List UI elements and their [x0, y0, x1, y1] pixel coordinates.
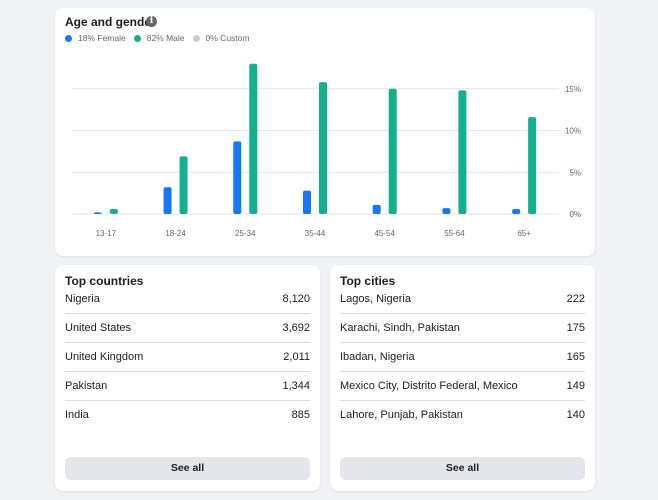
see-all-cities-button[interactable]: See all [340, 457, 585, 480]
female-bar [303, 190, 311, 214]
country-name: India [65, 409, 89, 421]
female-bar [372, 204, 381, 214]
top-cities-title: Top cities [340, 274, 396, 288]
x-tick-label: 18-24 [165, 229, 186, 238]
y-tick-label: 15% [565, 85, 581, 94]
city-name: Lagos, Nigeria [340, 293, 411, 305]
list-item: Mexico City, Distrito Federal, Mexico 14… [340, 372, 585, 401]
list-item: Nigeria 8,120 [65, 285, 310, 314]
country-count: 885 [291, 409, 310, 421]
city-count: 222 [566, 293, 585, 305]
age-gender-card: 15% 10% 5% 0% 13-17 18-24 25-34 35-44 45-54 55-64… [55, 8, 595, 256]
list-item: Ibadan, Nigeria 165 [340, 343, 585, 372]
x-tick-label: 45-54 [374, 229, 395, 238]
legend-item-custom[interactable]: 0% Custom [192, 33, 250, 43]
age-gender-chart: 15% 10% 5% 0% 13-17 18-24 25-34 35-44 45-54 55-64… [71, 63, 581, 238]
x-tick-label: 55-64 [444, 229, 465, 238]
see-all-countries-button[interactable]: See all [65, 457, 310, 480]
female-bar [442, 208, 451, 214]
x-tick-label: 65+ [517, 229, 531, 238]
country-count: 3,692 [282, 322, 310, 334]
city-count: 140 [566, 409, 585, 421]
female-dot-icon [65, 34, 72, 42]
female-bar [163, 187, 172, 214]
top-cities-list: Lagos, Nigeria 222 Karachi, Sindh, Pakis… [340, 285, 585, 429]
country-name: Nigeria [65, 293, 100, 305]
city-count: 149 [566, 380, 585, 392]
list-item: Pakistan 1,344 [65, 372, 310, 401]
top-countries-list: Nigeria 8,120 United States 3,692 United… [65, 285, 310, 429]
male-bar [319, 82, 327, 214]
male-bar [109, 208, 118, 214]
male-bar [179, 156, 188, 214]
legend-label-custom: 0% Custom [205, 33, 250, 43]
info-icon[interactable]: i [146, 16, 157, 27]
x-tick-label: 13-17 [96, 229, 117, 238]
legend-label-female: 18% Female [78, 33, 126, 43]
city-count: 165 [566, 351, 585, 363]
country-name: Pakistan [65, 380, 108, 392]
male-dot-icon [133, 34, 141, 42]
y-tick-label: 5% [569, 168, 581, 177]
country-name: United States [65, 322, 132, 334]
custom-dot-icon [192, 34, 200, 42]
x-tick-label: 35-44 [305, 229, 326, 238]
top-countries-title: Top countries [65, 274, 144, 288]
list-item: United Kingdom 2,011 [65, 343, 310, 372]
x-tick-label: 25-34 [235, 229, 256, 238]
female-bar [233, 141, 242, 214]
age-gender-title: Age and gender [65, 15, 156, 29]
list-item: United States 3,692 [65, 314, 310, 343]
list-item: Lagos, Nigeria 222 [340, 285, 585, 314]
legend-label-male: 82% Male [146, 33, 185, 43]
city-name: Karachi, Sindh, Pakistan [340, 322, 460, 334]
country-count: 1,344 [282, 380, 310, 392]
female-bar [93, 212, 102, 214]
legend-item-male[interactable]: 82% Male [133, 33, 185, 43]
y-tick-label: 10% [565, 127, 581, 136]
y-tick-label: 0% [569, 210, 581, 219]
female-bar [512, 208, 521, 214]
country-count: 8,120 [282, 293, 310, 305]
list-item: Lahore, Punjab, Pakistan 140 [340, 401, 585, 429]
top-cities-card: Top cities Lagos, Nigeria 222 Karachi, S… [330, 265, 595, 491]
list-item: Karachi, Sindh, Pakistan 175 [340, 314, 585, 343]
chart-legend: 18% Female 82% Male 0% Custom [65, 33, 249, 43]
male-bar [528, 117, 537, 214]
legend-item-female[interactable]: 18% Female [65, 33, 126, 43]
list-item: India 885 [65, 401, 310, 429]
country-name: United Kingdom [65, 351, 144, 363]
top-countries-card: Top countries Nigeria 8,120 United State… [55, 265, 320, 491]
city-name: Lahore, Punjab, Pakistan [340, 409, 463, 421]
city-name: Mexico City, Distrito Federal, Mexico [340, 380, 518, 392]
male-bar [458, 90, 467, 214]
country-count: 2,011 [283, 351, 310, 363]
city-count: 175 [566, 322, 585, 334]
city-name: Ibadan, Nigeria [340, 351, 415, 363]
male-bar [249, 63, 258, 215]
male-bar [388, 88, 397, 214]
